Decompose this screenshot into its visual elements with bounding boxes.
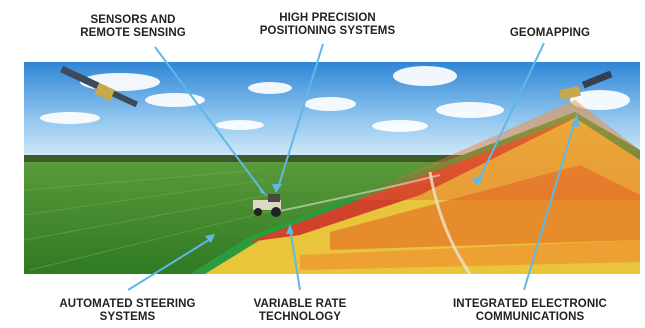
- label-line: VARIABLE RATE: [253, 298, 347, 310]
- label-line: TECHNOLOGY: [258, 310, 342, 323]
- crop-rows: [23, 169, 276, 271]
- label-automated-steering: AUTOMATED STEERING SYSTEMS: [40, 298, 215, 323]
- label-line: INTEGRATED ELECTRONIC: [453, 298, 607, 310]
- satellite-icon: [60, 65, 139, 108]
- geomapping-beam: [350, 100, 640, 200]
- zone-orange-lower: [300, 240, 640, 270]
- tree-line: [24, 155, 640, 163]
- pointer-geomapping: [477, 42, 545, 183]
- clouds: [40, 66, 630, 132]
- pointer-lines: [127, 42, 580, 291]
- pointer-steering-arrow: [205, 234, 215, 243]
- field-road: [428, 171, 472, 275]
- label-line: HIGH PRECISION: [279, 12, 376, 24]
- satellite-icon: [559, 70, 613, 100]
- pointer-communications-arrow: [571, 114, 580, 127]
- label-sensors-remote-sensing: SENSORS AND REMOTE SENSING: [58, 14, 208, 39]
- label-variable-rate-technology: VARIABLE RATE TECHNOLOGY: [245, 298, 355, 323]
- label-high-precision-positioning: HIGH PRECISION POSITIONING SYSTEMS: [250, 12, 405, 37]
- pointer-positioning-arrow: [272, 184, 282, 193]
- label-line: GEOMAPPING: [509, 27, 591, 39]
- label-line: AUTOMATED STEERING: [59, 298, 196, 310]
- label-line: SENSORS AND: [90, 14, 176, 26]
- pointer-sensors-arrow: [258, 185, 268, 196]
- pointer-variable-rate-arrow: [286, 224, 294, 234]
- pointer-positioning: [277, 43, 324, 189]
- label-line: COMMUNICATIONS: [475, 310, 585, 323]
- tractor-icon: [253, 194, 281, 217]
- label-geomapping: GEOMAPPING: [500, 27, 600, 40]
- pointer-communications: [523, 117, 577, 291]
- label-line: REMOTE SENSING: [80, 26, 186, 39]
- label-integrated-electronic-communications: INTEGRATED ELECTRONIC COMMUNICATIONS: [430, 298, 630, 323]
- pointer-sensors: [154, 46, 264, 193]
- pointer-variable-rate: [289, 227, 301, 291]
- pointer-steering: [127, 237, 213, 291]
- pointer-geomapping-arrow: [472, 178, 484, 186]
- label-line: SYSTEMS: [99, 310, 156, 323]
- tractor-path: [274, 174, 441, 213]
- label-line: POSITIONING SYSTEMS: [259, 24, 396, 37]
